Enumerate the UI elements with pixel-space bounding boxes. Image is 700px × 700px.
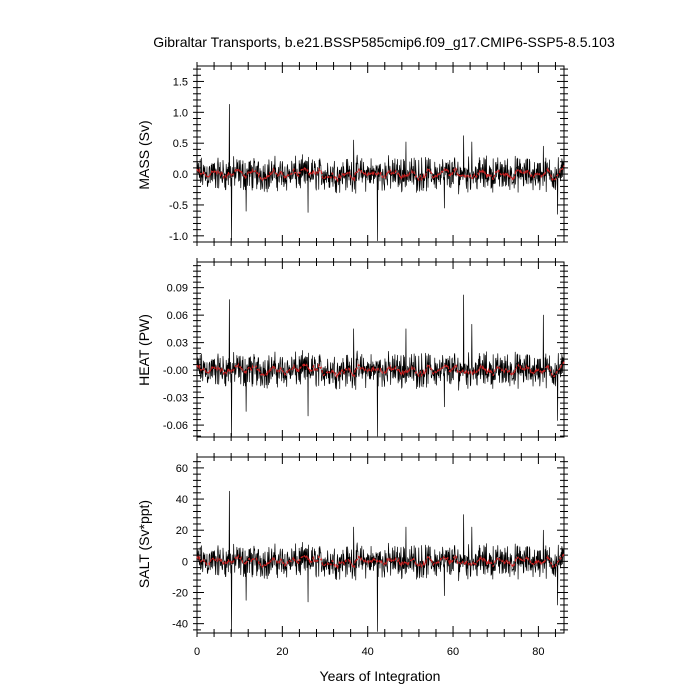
heat-panel: -0.06 -0.03 -0.00 0.03 0.06 0.09: [163, 258, 568, 441]
heat-y-tick-label: 0.06: [167, 310, 188, 322]
heat-y-tick-label: -0.00: [163, 365, 188, 377]
x-axis-label: Years of Integration: [320, 668, 441, 684]
salt-y-tick-label: 0: [182, 556, 188, 568]
y-axis-label-heat: HEAT (PW): [136, 314, 152, 386]
mass-y-tick-label: -1.0: [169, 231, 188, 243]
mass-panel: -1.0 -0.5 0.0 0.5 1.0 1.5: [169, 62, 568, 246]
salt-smoothed-series: [196, 553, 565, 570]
y-axis-label-mass: MASS (Sv): [136, 120, 152, 189]
salt-y-tick-label: 60: [176, 463, 188, 475]
salt-y-tick-label: 20: [176, 525, 188, 537]
heat-smoothed-series: [196, 361, 565, 379]
x-tick-label: 20: [276, 646, 288, 658]
mass-y-tick-label: 0.5: [173, 138, 188, 150]
mass-y-tick-label: -0.5: [169, 200, 188, 212]
x-tick-label: 0: [194, 646, 200, 658]
salt-y-tick-label: -20: [172, 588, 188, 600]
mass-y-tick-label: 1.5: [173, 76, 188, 88]
heat-y-tick-label: 0.03: [167, 338, 188, 350]
heat-y-tick-label: -0.06: [163, 420, 188, 432]
heat-y-tick-label: -0.03: [163, 393, 188, 405]
mass-smoothed-series: [196, 165, 565, 183]
salt-monthly-series: [196, 490, 565, 632]
heat-y-tick-label: 0.09: [167, 283, 188, 295]
x-tick-label: 60: [447, 646, 459, 658]
x-tick-label: 40: [362, 646, 374, 658]
x-tick-label: 80: [532, 646, 544, 658]
mass-monthly-series: [196, 103, 565, 242]
salt-plot-frame: [196, 456, 565, 634]
salt-panel: -40 -20 0 20 40 60 0 20 40 60 80: [172, 453, 568, 658]
salt-y-tick-label: -40: [172, 619, 188, 631]
salt-y-tick-label: 40: [176, 494, 188, 506]
heat-monthly-series: [196, 294, 565, 437]
mass-y-tick-label: 1.0: [173, 107, 188, 119]
mass-y-tick-label: 0.0: [173, 169, 188, 181]
chart-title: Gibraltar Transports, b.e21.BSSP585cmip6…: [153, 34, 615, 50]
y-axis-label-salt: SALT (Sv*ppt): [136, 500, 152, 588]
heat-plot-frame: [196, 261, 565, 438]
mass-plot-frame: [196, 65, 565, 243]
